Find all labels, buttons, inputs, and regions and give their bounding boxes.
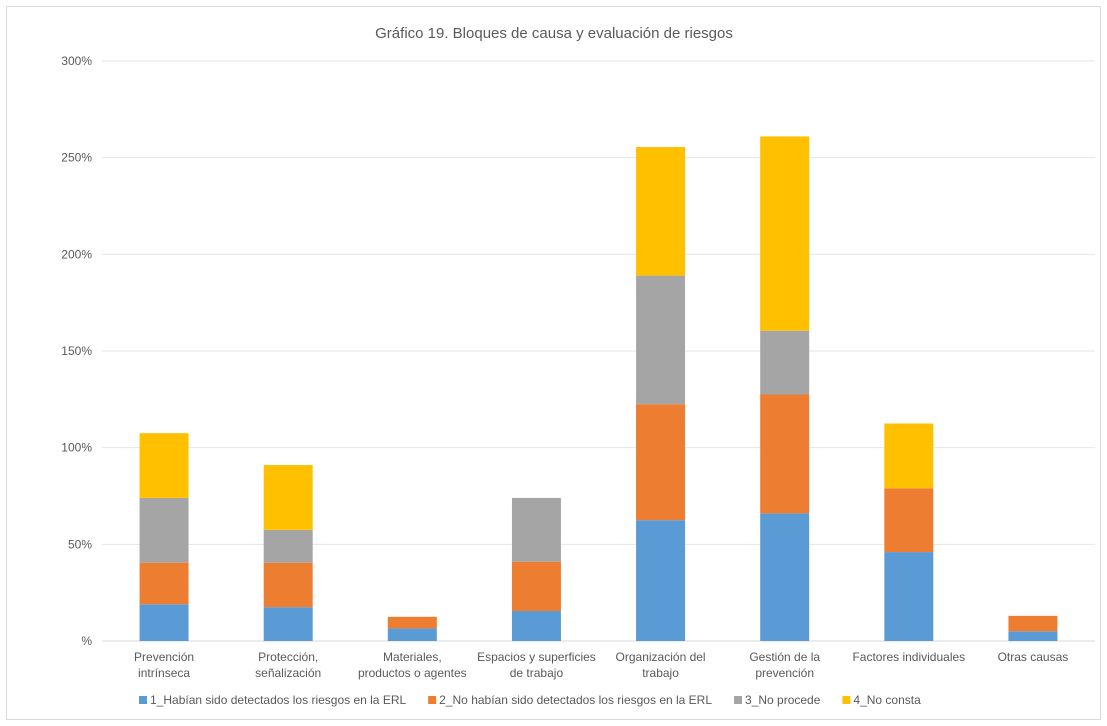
bar-segment xyxy=(511,561,561,612)
x-tick-label: Protección, xyxy=(258,650,318,664)
legend-label: 2_No habían sido detectados los riesgos … xyxy=(439,693,712,707)
y-tick-label: 250% xyxy=(61,151,92,165)
legend-label: 3_No procede xyxy=(745,693,821,707)
y-tick-label: 200% xyxy=(61,247,92,261)
x-tick-label: prevención xyxy=(755,666,814,680)
bar-segment xyxy=(636,275,686,405)
x-tick-label: de trabajo xyxy=(510,666,564,680)
gridlines xyxy=(102,60,1095,642)
bar-segment xyxy=(884,488,934,553)
bar-segment xyxy=(263,465,313,530)
bar-segment xyxy=(760,394,810,514)
bar-segment xyxy=(760,330,810,395)
bar-segment xyxy=(1008,615,1058,632)
x-tick-label: Factores individuales xyxy=(852,650,965,664)
bar-segment xyxy=(1008,631,1058,641)
y-tick-label: 50% xyxy=(68,537,92,551)
bar-segment xyxy=(263,529,313,563)
x-tick-label: Otras causas xyxy=(998,650,1069,664)
y-tick-label: 300% xyxy=(61,54,92,68)
bar-segment xyxy=(884,552,934,641)
bar-segment xyxy=(636,520,686,641)
legend-swatch xyxy=(428,696,437,704)
x-tick-label: trabajo xyxy=(642,666,679,680)
y-tick-label: 150% xyxy=(61,344,92,358)
legend-swatch xyxy=(842,696,851,704)
stacked-bar-chart: Gráfico 19. Bloques de causa y evaluació… xyxy=(61,25,1095,707)
bar-segment xyxy=(387,616,437,629)
y-tick-label: % xyxy=(81,634,92,648)
x-tick-label: Gestión de la xyxy=(749,650,820,664)
x-tick-label: intrínseca xyxy=(138,666,190,680)
bar-segment xyxy=(387,628,437,641)
chart-title: Gráfico 19. Bloques de causa y evaluació… xyxy=(375,25,733,42)
chart-frame: Gráfico 19. Bloques de causa y evaluació… xyxy=(6,6,1101,720)
bar-segment xyxy=(636,404,686,521)
x-tick-label: señalización xyxy=(255,666,321,680)
x-tick-label: Prevención xyxy=(134,650,194,664)
legend-swatch xyxy=(734,696,743,704)
x-tick-label: Organización del xyxy=(616,650,706,664)
bars xyxy=(139,136,1058,641)
legend-swatch xyxy=(139,696,147,704)
legend-label: 4_No consta xyxy=(853,693,921,707)
bar-segment xyxy=(139,604,189,641)
bar-segment xyxy=(511,497,561,562)
y-tick-label: 100% xyxy=(61,441,92,455)
x-tick-label: Espacios y superficies xyxy=(477,650,596,664)
y-axis-ticks: % 50% 100% 150% 200% 250% 300% xyxy=(61,54,92,648)
bar-segment xyxy=(884,423,934,489)
bar-segment xyxy=(263,562,313,608)
bar-segment xyxy=(760,513,810,641)
x-axis-labels: Prevención intrínseca Protección, señalizac… xyxy=(134,650,1068,680)
bar-segment xyxy=(139,433,189,498)
x-tick-label: productos o agentes xyxy=(358,666,467,680)
bar-segment xyxy=(263,607,313,641)
bar-segment xyxy=(636,147,686,276)
legend: 1_Habían sido detectados los riesgos en … xyxy=(139,693,921,707)
bar-segment xyxy=(511,611,561,641)
legend-label: 1_Habían sido detectados los riesgos en … xyxy=(150,693,406,707)
x-tick-label: Materiales, xyxy=(383,650,442,664)
bar-segment xyxy=(139,562,189,605)
bar-segment xyxy=(760,136,810,331)
bar-segment xyxy=(139,497,189,563)
